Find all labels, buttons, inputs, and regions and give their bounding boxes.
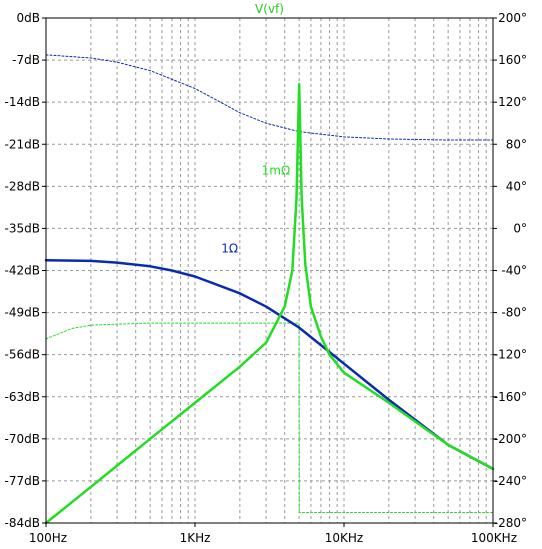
left-axis: 0dB -7dB -14dB -21dB -28dB -35dB -42dB -49dB -56… (5, 11, 46, 530)
y-right-tick-label: -40° (501, 264, 527, 278)
x-tick-label: 1KHz (180, 531, 211, 545)
x-tick-label: 100KHz (471, 531, 517, 545)
y-right-tick-label: -200° (494, 432, 527, 446)
x-tick-label: 100Hz (29, 531, 67, 545)
y-left-tick-label: -70dB (5, 432, 40, 446)
series-label: 1mΩ (262, 163, 291, 177)
y-left-tick-label: -77dB (5, 474, 40, 488)
y-left-tick-label: 0dB (17, 11, 40, 25)
y-right-tick-label: 80° (506, 137, 527, 151)
y-left-tick-label: -49dB (5, 306, 40, 320)
y-left-tick-label: -84dB (5, 516, 40, 530)
series-label: 1Ω (221, 241, 238, 255)
y-right-tick-label: 200° (498, 11, 527, 25)
x-tick-label: 10KHz (325, 531, 363, 545)
y-right-tick-label: 40° (506, 179, 527, 193)
y-right-tick-label: 160° (498, 53, 527, 67)
y-left-tick-label: -21dB (5, 137, 40, 151)
annotations: 1mΩ 1Ω (221, 163, 290, 255)
y-left-tick-label: -28dB (5, 179, 40, 193)
y-right-tick-label: -80° (501, 306, 527, 320)
series-layer (44, 54, 495, 525)
y-right-tick-label: 120° (498, 95, 527, 109)
magnitude-series-1mohm-line (44, 82, 495, 525)
right-axis: 200° 160° 120° 80° 40° 0° -40° -80° -120° -160° -2… (493, 11, 527, 530)
phase-series-1mohm-line (45, 322, 494, 513)
y-left-tick-label: -56dB (5, 348, 40, 362)
y-right-tick-label: 0° (513, 221, 527, 235)
y-right-tick-label: -240° (494, 474, 527, 488)
bottom-axis: 100Hz 1KHz 10KHz 100KHz (29, 523, 517, 545)
y-left-tick-label: -35dB (5, 221, 40, 235)
y-left-tick-label: -7dB (12, 53, 40, 67)
y-left-tick-label: -14dB (5, 95, 40, 109)
chart-title: V(vf) (255, 2, 284, 16)
y-right-tick-label: -160° (494, 390, 527, 404)
y-right-tick-label: -280° (494, 516, 527, 530)
y-right-tick-label: -120° (494, 348, 527, 362)
y-left-tick-label: -42dB (5, 264, 40, 278)
y-left-tick-label: -63dB (5, 390, 40, 404)
magnitude-series-1ohm-line (44, 259, 495, 471)
